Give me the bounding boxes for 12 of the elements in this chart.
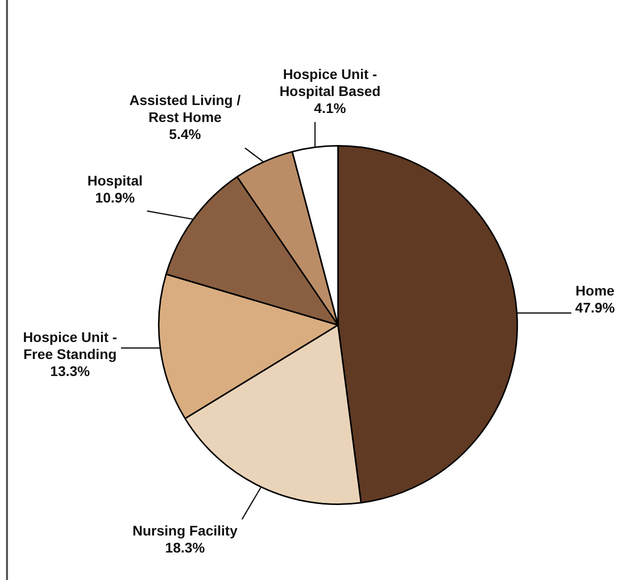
- data-label: 10.9%: [95, 189, 136, 206]
- slice-label: Hospice Unit - Free Standing: [22, 328, 118, 362]
- slice-label: Hospital: [87, 172, 143, 188]
- slice-label: Nursing Facility: [132, 522, 238, 538]
- data-label: 4.1%: [314, 100, 346, 116]
- slice-label: Assisted Living / Rest Home: [129, 92, 241, 125]
- data-label: 47.9%: [575, 299, 616, 316]
- slice-label: Hospice Unit - Hospital Based: [279, 66, 381, 99]
- data-label: 18.3%: [165, 539, 206, 556]
- data-label: 5.4%: [169, 126, 202, 142]
- data-label: 13.3%: [50, 362, 90, 379]
- slice-label: Home: [576, 282, 615, 298]
